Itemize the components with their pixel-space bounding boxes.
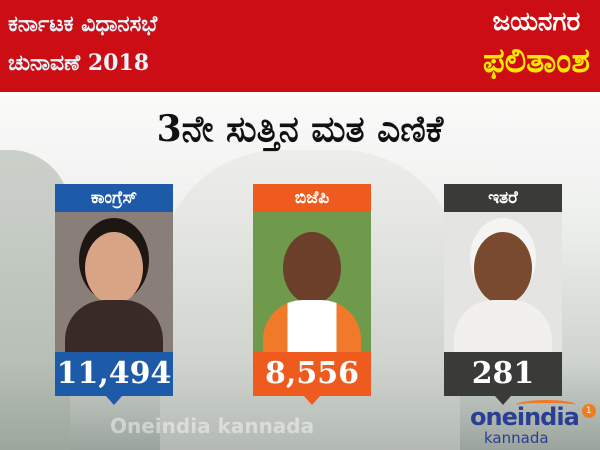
face (474, 232, 532, 304)
party-label: ಬಿಜೆಪಿ (253, 184, 371, 212)
banner-right: ಜಯನಗರ ಫಲಿತಾಂಶ (483, 6, 590, 92)
watermark: Oneindia kannada (110, 414, 315, 438)
banner-line2: ಚುನಾವಣೆ 2018 (8, 50, 150, 76)
logo-top-row: oneindia 1 (470, 400, 596, 430)
logo-sub: kannada (484, 429, 549, 447)
shoulders (454, 300, 552, 352)
vote-count: 281 (444, 352, 562, 405)
candidate-card-others: ಇತರೆ 281 (444, 184, 562, 405)
result-label: ಫಲಿತಾಂಶ (482, 41, 590, 81)
candidate-card-congress: ಕಾಂಗ್ರೆಸ್ 11,494 (55, 184, 173, 405)
party-label: ಇತರೆ (444, 184, 562, 212)
candidate-photo (55, 212, 173, 352)
logo-badge: 1 (581, 404, 596, 418)
banner-line1: ಕರ್ನಾಟಕ ವಿಧಾನಸಭೆ (8, 12, 158, 37)
shoulders (263, 300, 361, 352)
vote-count: 11,494 (55, 352, 173, 405)
logo-arc-icon (516, 400, 576, 410)
vote-count: 8,556 (253, 352, 371, 405)
shoulders (65, 300, 163, 352)
header-banner: ಕರ್ನಾಟಕ ವಿಧಾನಸಭೆ ಚುನಾವಣೆ 2018 ಜಯನಗರ ಫಲಿತ… (0, 0, 600, 92)
candidate-photo (444, 212, 562, 352)
party-label: ಕಾಂಗ್ರೆಸ್ (55, 184, 173, 212)
constituency-name: ಜಯನಗರ (492, 7, 581, 37)
candidate-card-bjp: ಬಿಜೆಪಿ 8,556 (253, 184, 371, 405)
face (85, 232, 143, 304)
candidate-photo (253, 212, 371, 352)
oneindia-logo: oneindia 1 kannada (470, 400, 596, 447)
round-title: 3ನೇ ಸುತ್ತಿನ ಮತ ಎಣಿಕೆ (156, 108, 444, 150)
face (283, 232, 341, 304)
banner-left: ಕರ್ನಾಟಕ ವಿಧಾನಸಭೆ ಚುನಾವಣೆ 2018 (8, 6, 157, 92)
